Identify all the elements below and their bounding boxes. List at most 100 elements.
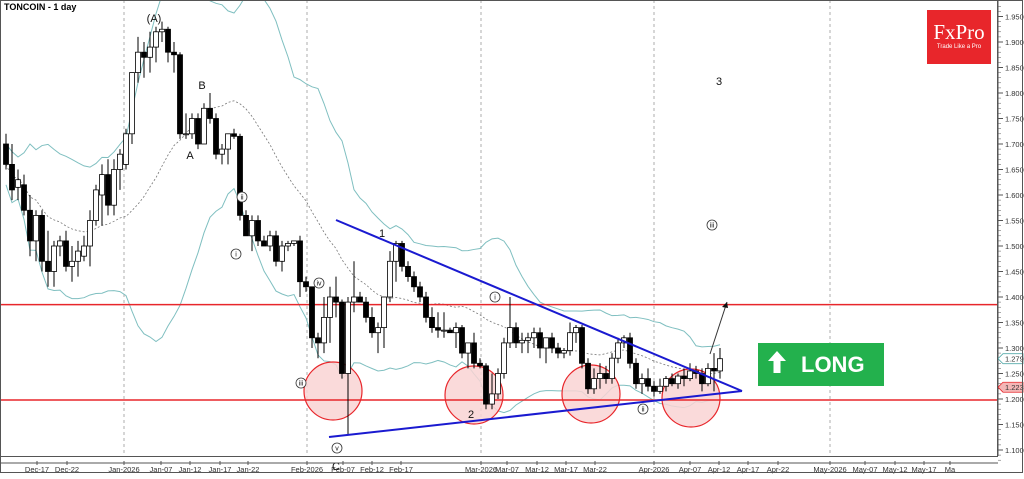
time-tick-label: May-12 <box>882 465 907 474</box>
price-tick-label: 1.4500 <box>1005 268 1024 277</box>
time-tick-label: Apr-17 <box>737 465 760 474</box>
candle <box>567 322 573 356</box>
candle <box>99 164 105 226</box>
candle <box>261 235 267 247</box>
wave-label: ii <box>641 407 645 414</box>
time-tick-label: Mar-2026 <box>465 465 497 474</box>
wave-label: iii <box>299 381 304 388</box>
wave-label: i <box>494 295 496 302</box>
price-tick-label: 1.9000 <box>1005 38 1024 47</box>
time-tick-label: Apr-12 <box>708 465 731 474</box>
candle <box>669 373 675 387</box>
projection-arrow <box>709 301 728 355</box>
price-tick-label: 1.2000 <box>1005 395 1024 404</box>
candle <box>189 113 195 139</box>
time-tick-label: Mar-07 <box>495 465 519 474</box>
candle <box>609 353 615 384</box>
candle <box>15 169 21 201</box>
candle <box>33 210 39 262</box>
candle <box>459 325 465 359</box>
price-marker-label: 1.2231 <box>1005 383 1024 392</box>
wave-label: iii <box>710 223 715 230</box>
candle <box>171 42 177 73</box>
candle <box>561 348 567 359</box>
candle <box>129 72 135 144</box>
candle <box>483 363 489 410</box>
time-tick-label: Feb-12 <box>360 465 384 474</box>
price-tick-label: 1.1000 <box>1005 446 1024 455</box>
candle <box>333 276 339 318</box>
candle <box>69 246 75 282</box>
candle <box>453 322 459 348</box>
candle <box>339 299 345 379</box>
time-tick-label: Apr-22 <box>767 465 790 474</box>
candle <box>525 332 531 354</box>
candle <box>315 332 321 359</box>
candle <box>615 337 621 364</box>
candle <box>57 235 63 257</box>
candle <box>597 363 603 389</box>
candle <box>285 240 291 252</box>
candle <box>303 276 309 292</box>
price-tick-label: 1.8500 <box>1005 64 1024 73</box>
candle <box>123 128 129 170</box>
price-tick-label: 1.9500 <box>1005 13 1024 22</box>
candle <box>75 240 81 277</box>
chart-title: TONCOIN - 1 day <box>4 2 77 12</box>
candle <box>111 159 117 216</box>
candle <box>45 230 51 287</box>
candle <box>3 133 9 170</box>
candle <box>345 297 351 435</box>
candle <box>105 159 111 216</box>
candle <box>393 240 399 282</box>
wave-label: (A) <box>147 13 162 25</box>
lower-trendline <box>328 390 743 438</box>
wave-label: 1 <box>379 228 385 240</box>
candle <box>219 144 225 165</box>
candle <box>423 291 429 323</box>
candle <box>27 195 33 257</box>
time-axis: Dec-17 Dec-22 Jan-2026 Jan-07 Jan-12 Jan-17 Ja… <box>0 461 998 474</box>
time-tick-label: Jan-2026 <box>108 465 139 474</box>
wave-label-circle <box>295 377 307 389</box>
price-tick-label: 1.4000 <box>1005 293 1024 302</box>
logo-brand: FxPro <box>933 20 985 44</box>
wave-label-circle <box>637 403 649 415</box>
price-tick-label: 1.2500 <box>1005 370 1024 379</box>
price-tick-label: 1.6000 <box>1005 191 1024 200</box>
candle <box>711 353 717 392</box>
candle <box>327 286 333 343</box>
wave-label-circle <box>331 442 343 454</box>
candle <box>231 128 237 139</box>
wave-label: B <box>198 80 205 92</box>
candle <box>399 240 405 272</box>
candle <box>495 368 501 399</box>
candle <box>381 296 387 348</box>
candle <box>477 358 483 369</box>
price-marker-label: 1.2790 <box>1005 355 1024 364</box>
arrow-up-icon <box>767 350 787 380</box>
time-tick-label: Feb-07 <box>331 465 355 474</box>
candle <box>147 31 153 73</box>
candle <box>687 363 693 382</box>
candle <box>21 174 27 216</box>
candle <box>543 337 549 364</box>
candle <box>249 215 255 252</box>
candle <box>291 240 297 246</box>
candle <box>183 113 189 139</box>
candle <box>645 368 651 392</box>
time-tick-label: Mar-17 <box>554 465 578 474</box>
candle <box>471 332 477 369</box>
candle <box>255 215 261 246</box>
candle <box>579 325 585 369</box>
price-tick-label: 1.3500 <box>1005 319 1024 328</box>
candle <box>501 337 507 379</box>
wave-label: A <box>186 150 194 162</box>
candle <box>549 332 555 354</box>
fxpro-logo: FxPro Trade Like a Pro <box>927 10 991 64</box>
candle <box>513 322 519 348</box>
candle <box>363 297 369 323</box>
wave-label: 2 <box>468 409 474 421</box>
candle <box>675 373 681 389</box>
